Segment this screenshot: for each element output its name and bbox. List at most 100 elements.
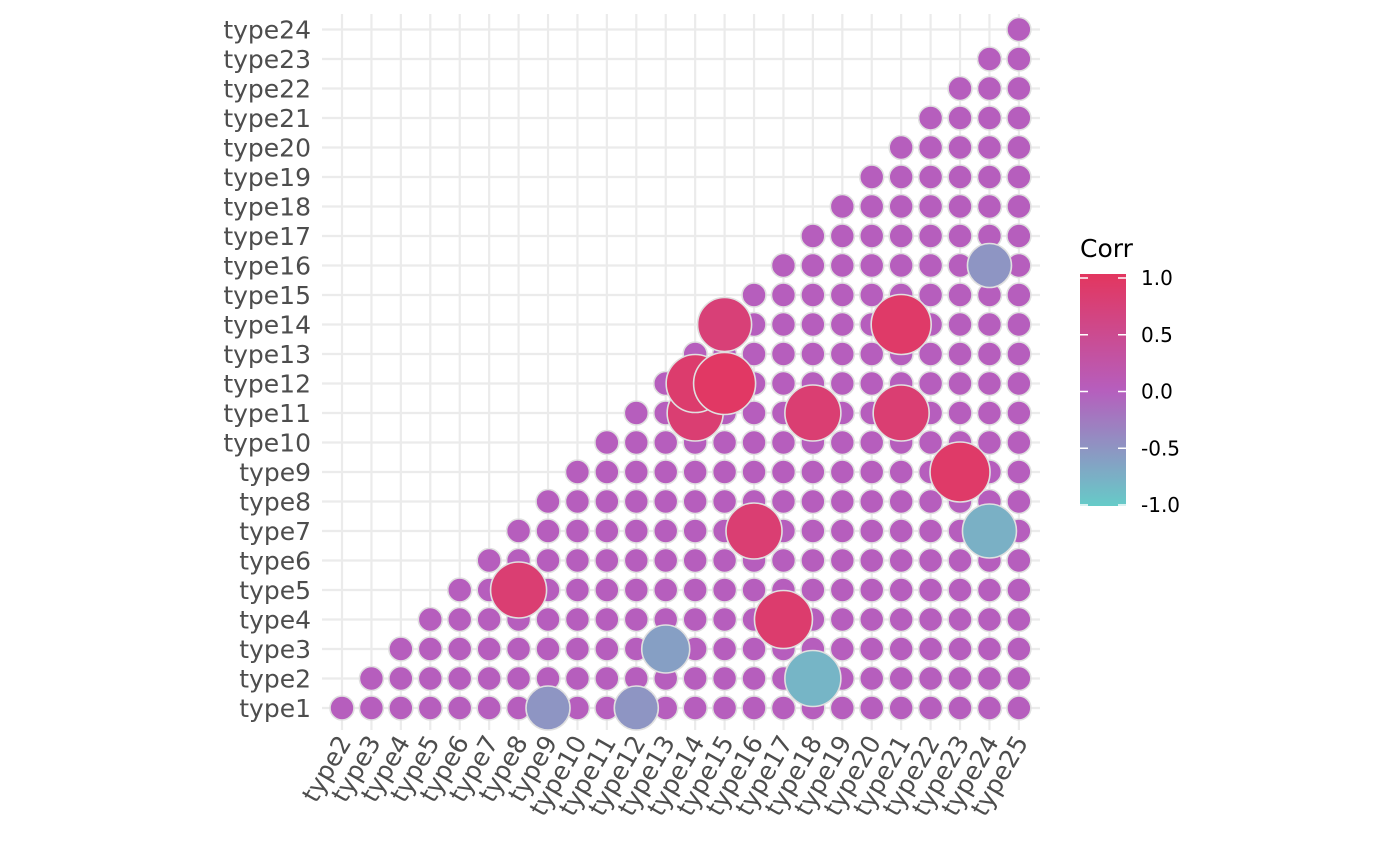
corr-point-type1-type19: [829, 695, 856, 721]
corr-point-type22-type24: [976, 75, 1003, 102]
corr-point-type6-type7: [476, 547, 502, 574]
y-tick-label: type1: [239, 694, 311, 723]
corr-point-type9-type13: [652, 459, 679, 485]
corr-point-type2-type5: [417, 665, 444, 692]
y-tick-label: type2: [239, 665, 311, 694]
corr-point-type1-type7: [476, 695, 502, 721]
y-axis-ticks: type1type2type3type4type5type6type7type8…: [223, 16, 311, 724]
corr-point-type11-type25: [1006, 400, 1032, 426]
corr-point-type6-type13: [652, 547, 679, 574]
corr-point-type4-type7: [476, 606, 502, 633]
corr-point-type20-type22: [917, 134, 944, 161]
corr-point-type9-type15: [711, 459, 738, 485]
corr-point-type6-type25: [1006, 547, 1032, 574]
corr-point-type10-type24: [976, 429, 1003, 456]
corr-point-type3-type19: [829, 636, 856, 662]
corr-point-type18-type21: [888, 193, 914, 220]
corr-point-type12-type25: [1006, 370, 1032, 397]
corr-point-type4-type24: [976, 606, 1003, 633]
corr-point-type3-type8: [505, 636, 532, 662]
corr-point-type5-type11: [594, 577, 620, 603]
corr-point-type13-type17: [770, 341, 797, 367]
corr-point-type4-type21: [888, 606, 914, 633]
corr-point-type8-type10: [564, 488, 591, 515]
corr-point-type1-type23: [947, 695, 973, 721]
corr-point-type4-type9: [535, 606, 561, 633]
corr-point-type3-type24: [976, 636, 1003, 662]
corr-point-type1-type21: [888, 695, 914, 721]
corr-point-type3-type5: [417, 636, 444, 662]
corr-point-type3-type4: [388, 636, 414, 662]
corr-point-type9-type18: [800, 459, 826, 485]
corr-point-type12-type19: [829, 370, 856, 397]
corr-point-type12-type15: [692, 351, 757, 416]
corr-point-type13-type18: [800, 341, 826, 367]
corr-point-type21-type24: [976, 105, 1003, 131]
corr-point-type17-type25: [1006, 223, 1032, 249]
corr-point-type17-type18: [800, 223, 826, 249]
corr-point-type3-type22: [917, 636, 944, 662]
corr-point-type1-type24: [976, 695, 1003, 721]
corr-point-type23-type25: [1006, 46, 1032, 72]
corr-point-type5-type8: [489, 561, 548, 619]
corr-point-type3-type16: [741, 636, 767, 662]
legend-label: -1.0: [1141, 493, 1180, 517]
corr-point-type5-type13: [652, 577, 679, 603]
corr-point-type2-type23: [947, 665, 973, 692]
corr-point-type3-type23: [947, 636, 973, 662]
corr-point-type7-type24: [961, 503, 1018, 559]
corr-point-type15-type23: [947, 282, 973, 308]
corr-point-type8-type17: [770, 488, 797, 515]
corr-point-type2-type4: [388, 665, 414, 692]
corr-point-type4-type17: [753, 589, 814, 650]
corr-point-type21-type25: [1006, 105, 1032, 131]
corr-point-type21-type23: [947, 105, 973, 131]
corr-point-type6-type11: [594, 547, 620, 574]
corr-point-type16-type17: [770, 252, 797, 279]
y-tick-label: type4: [239, 606, 311, 635]
corr-point-type1-type6: [446, 695, 473, 721]
corr-point-type3-type25: [1006, 636, 1032, 662]
corr-point-type3-type11: [594, 636, 620, 662]
corr-point-type8-type21: [888, 488, 914, 515]
corr-point-type4-type19: [829, 606, 856, 633]
corr-point-type2-type7: [476, 665, 502, 692]
corr-point-type1-type22: [917, 695, 944, 721]
y-tick-label: type3: [239, 635, 311, 664]
corr-point-type19-type24: [976, 164, 1003, 190]
corr-point-type6-type12: [623, 547, 650, 574]
corr-point-type7-type13: [652, 518, 679, 544]
corr-point-type22-type23: [947, 75, 973, 102]
corr-point-type16-type24: [966, 242, 1013, 289]
corr-point-type10-type16: [741, 429, 767, 456]
corr-point-type18-type23: [947, 193, 973, 220]
corr-point-type2-type18: [784, 649, 842, 708]
corr-point-type1-type3: [358, 695, 385, 721]
corr-point-type2-type15: [711, 665, 738, 692]
corr-point-type6-type17: [770, 547, 797, 574]
corr-point-type14-type18: [800, 311, 826, 338]
corr-point-type4-type25: [1006, 606, 1032, 633]
corr-point-type23-type24: [976, 46, 1003, 72]
corr-point-type13-type24: [976, 341, 1003, 367]
y-tick-label: type6: [239, 547, 311, 576]
corr-point-type4-type15: [711, 606, 738, 633]
corr-point-type4-type14: [682, 606, 708, 633]
corr-point-type8-type14: [682, 488, 708, 515]
corr-point-type5-type21: [888, 577, 914, 603]
corr-point-type1-type14: [682, 695, 708, 721]
corr-point-type5-type22: [917, 577, 944, 603]
corr-point-type9-type25: [1006, 459, 1032, 485]
corr-point-type2-type8: [505, 665, 532, 692]
corr-point-type1-type16: [741, 695, 767, 721]
corr-point-type18-type19: [829, 193, 856, 220]
corr-point-type6-type10: [564, 547, 591, 574]
corr-point-type1-type12: [613, 685, 660, 731]
corr-point-type9-type10: [564, 459, 591, 485]
y-tick-label: type5: [239, 576, 311, 605]
corr-point-type2-type14: [682, 665, 708, 692]
corr-point-type2-type22: [917, 665, 944, 692]
corr-point-type1-type4: [388, 695, 414, 721]
corr-point-type18-type22: [917, 193, 944, 220]
corr-point-type5-type25: [1006, 577, 1032, 603]
